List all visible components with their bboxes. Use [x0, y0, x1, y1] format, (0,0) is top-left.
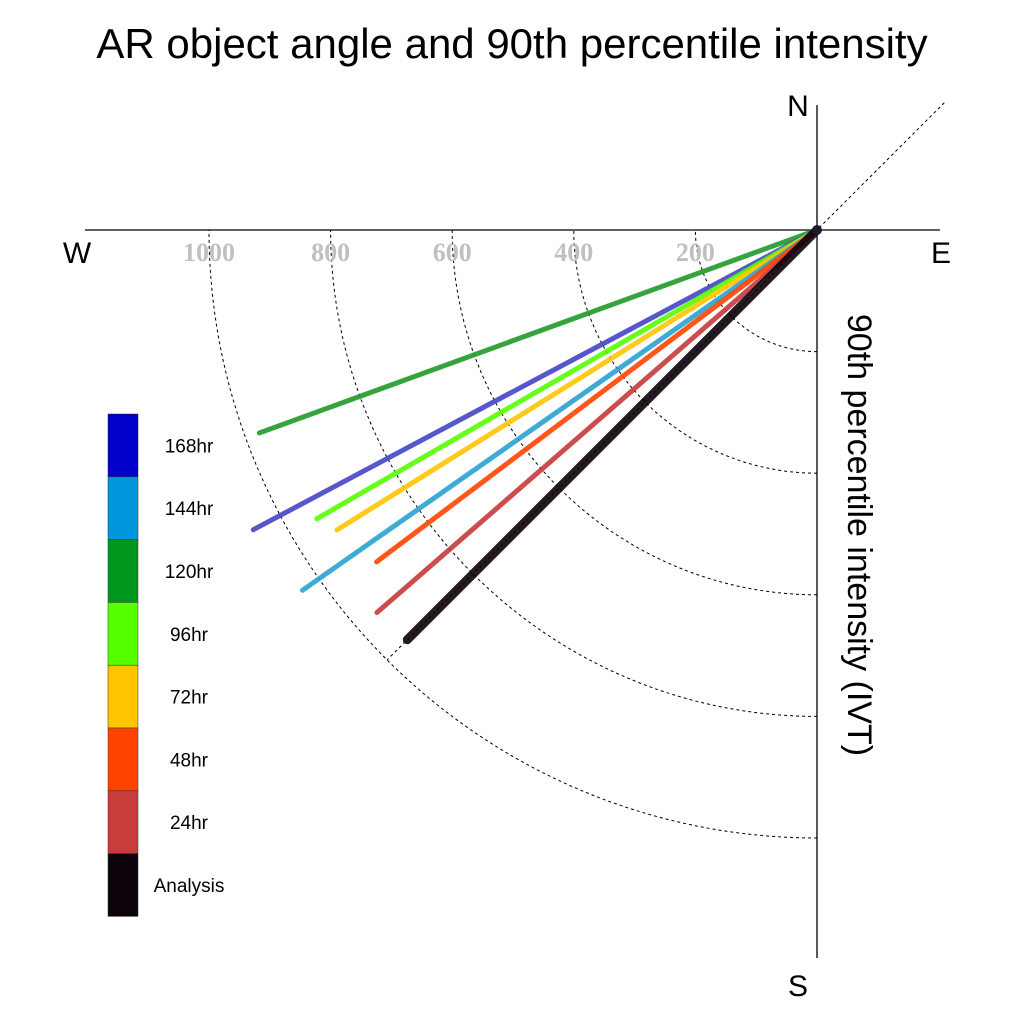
- legend-label-120hr: 120hr: [165, 562, 214, 583]
- legend-label-analysis: Analysis: [154, 876, 225, 897]
- legend-label-96hr: 96hr: [170, 625, 209, 646]
- ring-label-1000: 1000: [183, 238, 235, 267]
- legend-label-24hr: 24hr: [170, 813, 209, 834]
- vector-96hr: [314, 227, 820, 522]
- legend-swatch-analysis: [107, 853, 139, 917]
- range-ring-400: [573, 229, 818, 474]
- legend-swatch-144hr: [107, 476, 139, 540]
- vector-48hr: [374, 227, 820, 565]
- legend-swatch-72hr: [107, 664, 139, 729]
- compass-east-label: E: [931, 237, 951, 270]
- range-ring-1000: [208, 229, 818, 839]
- legend-label-72hr: 72hr: [170, 688, 209, 709]
- ring-tick-labels: 200 400 600 800 1000: [183, 238, 715, 267]
- vector-120hr: [256, 227, 820, 436]
- vector-analysis: [402, 225, 822, 645]
- ring-label-600: 600: [433, 238, 472, 267]
- origin-point: [812, 225, 822, 235]
- legend-swatch-24hr: [107, 790, 139, 854]
- vector-144hr: [300, 227, 820, 593]
- ring-label-800: 800: [311, 238, 350, 267]
- series-vectors: [250, 225, 822, 645]
- vector-168hr: [250, 227, 820, 533]
- compass-south-label: S: [788, 970, 808, 1003]
- legend-swatch-96hr: [107, 602, 139, 666]
- radial-axis-label: 90th percentile intensity (IVT): [840, 314, 878, 756]
- legend-label-48hr: 48hr: [170, 750, 209, 771]
- range-ring-600: [451, 229, 818, 596]
- compass-north-label: N: [787, 90, 809, 123]
- legend-swatch-48hr: [107, 727, 139, 792]
- vector-72hr: [334, 227, 820, 533]
- ring-label-400: 400: [554, 238, 593, 267]
- range-ring-200: [694, 229, 818, 353]
- range-ring-800: [330, 229, 818, 717]
- legend-swatch-120hr: [107, 539, 139, 603]
- ring-label-200: 200: [676, 238, 715, 267]
- color-legend: 168hr 144hr 120hr 96hr 72hr 48hr 24hr Analysis: [107, 413, 225, 917]
- range-rings: [208, 229, 818, 839]
- compass-west-label: W: [63, 237, 92, 270]
- legend-label-168hr: 168hr: [165, 436, 214, 457]
- vector-24hr: [374, 227, 820, 616]
- chart-title: AR object angle and 90th percentile inte…: [96, 20, 927, 67]
- legend-swatch-168hr: [107, 413, 139, 478]
- legend-label-144hr: 144hr: [165, 499, 214, 520]
